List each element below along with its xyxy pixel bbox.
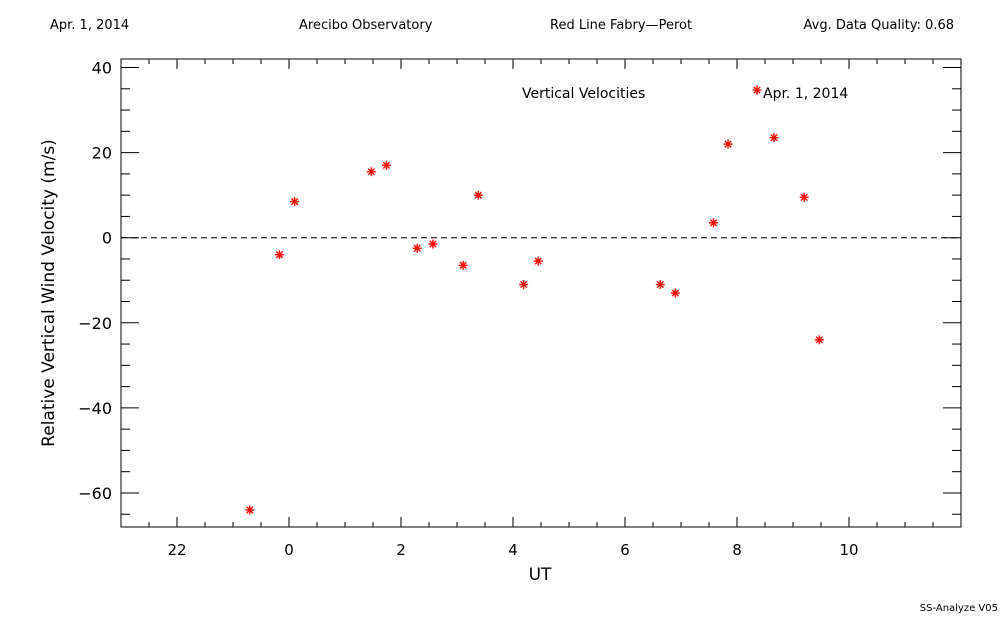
x-tick-label: 2 <box>396 541 406 559</box>
data-point <box>708 218 718 228</box>
y-tick-label: −60 <box>78 484 112 503</box>
data-point <box>814 335 824 345</box>
data-point <box>366 167 376 177</box>
data-point <box>290 197 300 207</box>
axis-ticks <box>121 59 962 527</box>
x-tick-label: 0 <box>284 541 294 559</box>
data-point <box>533 256 543 266</box>
header-site: Arecibo Observatory <box>299 18 433 33</box>
y-tick-label: 20 <box>92 144 112 163</box>
data-point <box>799 192 809 202</box>
x-tick-label: 4 <box>508 541 518 559</box>
header-quality: Avg. Data Quality: 0.68 <box>803 18 954 33</box>
y-tick-label: 40 <box>92 59 112 78</box>
data-points <box>245 133 824 515</box>
header-date: Apr. 1, 2014 <box>50 18 130 33</box>
x-tick-label: 6 <box>620 541 630 559</box>
chart-title: Vertical Velocities <box>522 86 645 102</box>
plot-frame <box>120 58 962 528</box>
data-point <box>769 133 779 143</box>
data-point <box>412 243 422 253</box>
data-point <box>245 505 255 515</box>
legend: Apr. 1, 2014 <box>752 85 848 102</box>
legend-marker <box>752 85 762 95</box>
legend-label: Apr. 1, 2014 <box>763 86 848 102</box>
software-version: SS-Analyze V05 <box>919 603 998 614</box>
y-tick-label: −20 <box>78 314 112 333</box>
data-point <box>381 160 391 170</box>
header-instrument: Red Line Fabry—Perot <box>550 18 693 33</box>
x-tick-label: 10 <box>839 541 858 559</box>
data-point <box>274 250 284 260</box>
x-tick-label: 22 <box>167 541 186 559</box>
data-point <box>723 139 733 149</box>
data-point <box>428 239 438 249</box>
data-point <box>670 288 680 298</box>
data-point <box>458 260 468 270</box>
y-axis-label: Relative Vertical Wind Velocity (m/s) <box>39 139 59 447</box>
tick-labels: 22 0 2 4 6 8 10 −60 −40 −20 0 20 40 <box>78 59 858 559</box>
x-axis-label: UT <box>529 565 552 585</box>
data-point <box>655 279 665 289</box>
data-point <box>473 190 483 200</box>
data-point <box>519 279 529 289</box>
legend-marker-symbol <box>752 85 762 95</box>
x-tick-label: 8 <box>732 541 742 559</box>
y-tick-label: −40 <box>78 399 112 418</box>
y-tick-label: 0 <box>102 229 112 248</box>
